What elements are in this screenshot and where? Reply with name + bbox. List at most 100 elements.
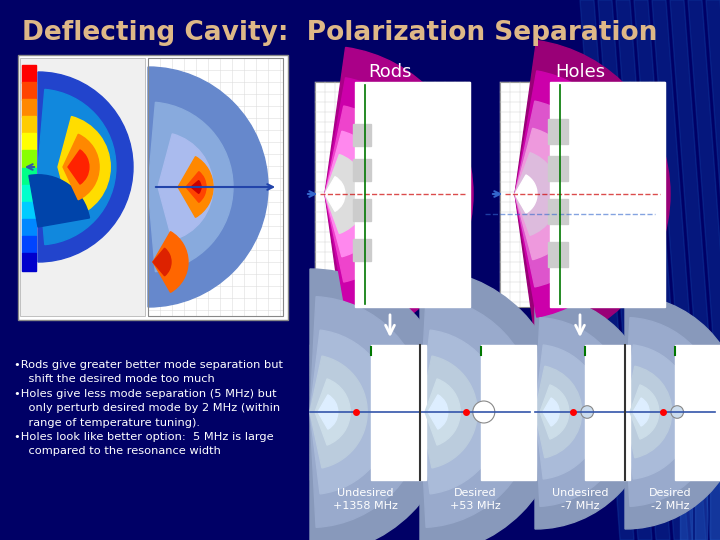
Polygon shape [598, 0, 652, 540]
Wedge shape [186, 172, 206, 202]
Wedge shape [315, 379, 350, 445]
Circle shape [581, 406, 593, 419]
Bar [22, 219, 36, 237]
Wedge shape [420, 330, 503, 494]
Wedge shape [515, 71, 640, 317]
Bar [548, 119, 568, 144]
Wedge shape [38, 72, 133, 262]
Wedge shape [515, 129, 583, 260]
Wedge shape [625, 318, 719, 507]
Wedge shape [515, 153, 559, 235]
Bar [548, 242, 568, 267]
Polygon shape [706, 0, 720, 540]
Bar [22, 116, 36, 134]
Wedge shape [420, 296, 536, 528]
Bar [500, 82, 665, 307]
Bar [355, 82, 470, 307]
Bar [550, 82, 665, 307]
Bar [585, 345, 629, 480]
Wedge shape [310, 356, 367, 468]
Wedge shape [543, 398, 559, 426]
Text: Desired
-2 MHz: Desired -2 MHz [649, 488, 691, 511]
Bar [315, 82, 470, 307]
Wedge shape [29, 175, 89, 227]
Bar [675, 345, 719, 480]
Wedge shape [515, 175, 537, 213]
Bar [20, 58, 145, 316]
Bar [480, 345, 536, 480]
Polygon shape [680, 400, 692, 540]
Wedge shape [625, 366, 672, 458]
Bar [18, 55, 288, 320]
Wedge shape [310, 330, 392, 494]
Wedge shape [38, 90, 116, 245]
Wedge shape [425, 379, 460, 445]
Bar [548, 156, 568, 181]
Wedge shape [515, 40, 670, 348]
Wedge shape [158, 134, 213, 240]
Bar [22, 99, 36, 117]
Bar [353, 199, 371, 221]
Bar [22, 151, 36, 168]
Wedge shape [310, 269, 453, 540]
Wedge shape [148, 67, 268, 307]
Polygon shape [710, 400, 720, 540]
Polygon shape [670, 0, 720, 540]
Bar [22, 167, 36, 185]
Wedge shape [540, 385, 569, 439]
Bar [22, 236, 36, 253]
Circle shape [473, 401, 495, 423]
Wedge shape [318, 395, 338, 429]
Bar [22, 253, 36, 271]
Wedge shape [148, 102, 233, 272]
Polygon shape [688, 0, 720, 540]
Bar [22, 82, 36, 100]
Bar [310, 345, 530, 480]
Bar [22, 65, 36, 83]
Polygon shape [652, 0, 706, 540]
Wedge shape [630, 385, 659, 439]
Bar [548, 199, 568, 224]
Text: Undesired
-7 MHz: Undesired -7 MHz [552, 488, 608, 511]
Wedge shape [325, 154, 367, 233]
Text: Holes: Holes [555, 63, 605, 81]
Wedge shape [325, 48, 473, 341]
Bar [20, 58, 145, 316]
Polygon shape [580, 0, 634, 540]
Wedge shape [515, 101, 610, 287]
Wedge shape [535, 295, 652, 529]
Wedge shape [420, 356, 477, 468]
Wedge shape [325, 106, 415, 282]
Wedge shape [535, 345, 603, 479]
Wedge shape [68, 150, 89, 184]
Wedge shape [633, 398, 649, 426]
Bar [353, 159, 371, 181]
Polygon shape [695, 400, 707, 540]
Bar [148, 58, 283, 316]
Bar [22, 201, 36, 219]
Bar [371, 345, 426, 480]
Bar [535, 345, 715, 480]
Wedge shape [325, 78, 443, 310]
Circle shape [671, 406, 683, 419]
Text: Deflecting Cavity:  Polarization Separation: Deflecting Cavity: Polarization Separati… [22, 20, 657, 46]
Wedge shape [535, 318, 629, 507]
Wedge shape [325, 131, 390, 257]
Bar [22, 133, 36, 151]
Wedge shape [63, 134, 99, 200]
Wedge shape [535, 366, 582, 458]
Polygon shape [616, 0, 670, 540]
Text: Desired
+53 MHz: Desired +53 MHz [449, 488, 500, 511]
Bar [353, 124, 371, 146]
Bar [353, 239, 371, 261]
Wedge shape [310, 296, 426, 528]
Bar [148, 58, 283, 316]
Wedge shape [428, 395, 448, 429]
Wedge shape [153, 248, 171, 276]
Text: Undesired
+1358 MHz: Undesired +1358 MHz [333, 488, 397, 511]
Wedge shape [625, 295, 720, 529]
Polygon shape [634, 0, 688, 540]
Bar [22, 185, 36, 202]
Text: Rods: Rods [368, 63, 412, 81]
Wedge shape [191, 180, 201, 193]
